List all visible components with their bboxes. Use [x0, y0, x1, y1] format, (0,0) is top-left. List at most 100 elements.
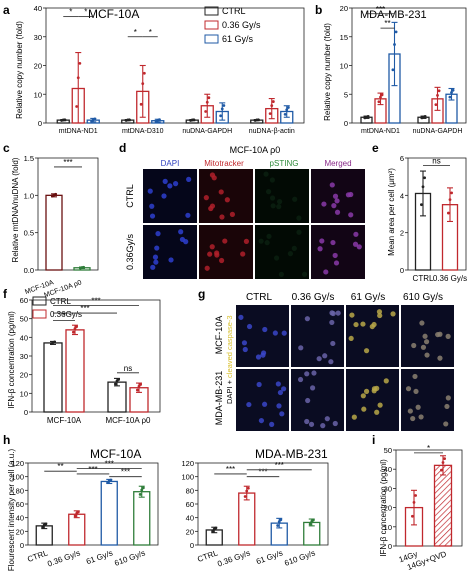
panel-d-image-cell	[330, 239, 336, 246]
panel-d-col-dapi: DAPI	[161, 159, 180, 168]
panel-a-bar-point	[78, 61, 82, 65]
legend-f-036: 0.36Gy/s	[50, 310, 82, 319]
panel-g-image-cell	[349, 312, 355, 318]
panel-h2-xtick-label: 0.36 Gy/s	[216, 548, 251, 568]
panel-h1-bar	[100, 480, 118, 546]
panel-h2-ytick-label: 60	[186, 500, 194, 509]
panel-d-image-cell	[323, 269, 329, 275]
panel-h2-ytick-label: 0	[190, 541, 194, 550]
panel-g-image-cell	[335, 310, 341, 316]
panel-h1-xtick-label: 61 Gy/s	[85, 548, 114, 566]
panel-a-bar-point	[270, 104, 274, 108]
panel-d-image-cell	[273, 255, 280, 261]
panel-a-ytick-label: 40	[34, 4, 42, 13]
panel-e-bar-point	[421, 185, 425, 189]
panel-e-bar-point	[448, 198, 452, 202]
panel-b-ylabel: Relative copy number (fold)	[323, 23, 332, 121]
panel-g-side-label-dapi: DAPI +	[225, 378, 234, 404]
panel-d-row-036: 0.36Gy/s	[125, 233, 135, 270]
panel-g-image-cell	[420, 344, 427, 350]
panel-g-image-cell	[424, 352, 430, 358]
panel-h2-bar-point	[277, 520, 281, 524]
panel-g-image-cell	[377, 402, 383, 408]
panel-c-ytick-label: 1.0	[24, 191, 34, 200]
panel-g-image-cell	[361, 406, 367, 412]
panel-a-bar-point	[256, 118, 260, 122]
panel-i-sig-label: *	[427, 444, 430, 453]
panel-a-bar-point	[219, 114, 223, 118]
panel-f-ytick-label: 60	[20, 296, 28, 305]
panel-letter-g: g	[198, 287, 205, 301]
panel-g-image-cell	[383, 378, 389, 384]
panel-c-ytick-label: 1.5	[24, 154, 34, 163]
panel-a-bar-point	[192, 118, 196, 122]
panel-g-image-cell	[444, 403, 450, 410]
panel-d-image-cell	[154, 245, 160, 251]
panel-g-image-cell	[297, 376, 304, 383]
panel-h1-bar-point	[41, 525, 45, 529]
panel-f-bar-point	[53, 340, 56, 344]
panel-letter-c: c	[3, 141, 10, 155]
panel-g-image-cell	[241, 340, 248, 346]
panel-d-image-cell	[287, 251, 294, 257]
panel-d-image-cell	[161, 193, 167, 199]
panel-d-image-cell	[292, 196, 298, 202]
panel-f-bar-point	[117, 378, 120, 381]
panel-h1-bar-point	[141, 486, 145, 490]
panel-g-image-cell	[322, 353, 328, 359]
panel-b-bar-point	[393, 43, 396, 46]
panel-a-bar-point	[283, 112, 287, 116]
panel-d-image-grid	[143, 169, 365, 279]
panel-d-image-cell	[186, 176, 192, 183]
panel-g-image-cell	[276, 403, 282, 409]
panel-a-xtick-label: nuDNA-β-actin	[249, 128, 295, 135]
panel-f-bar-point	[136, 388, 139, 392]
panel-e-bar-point	[450, 191, 453, 195]
panel-letter-e: e	[372, 141, 379, 155]
panel-g-image-cell	[272, 330, 278, 336]
panel-g-image-cell	[269, 421, 275, 427]
panel-h2-xtick-label: 610 Gy/s	[283, 548, 316, 567]
panel-g-image-cell	[275, 381, 281, 387]
panel-b-ytick-label: 10	[340, 62, 348, 71]
panel-g-image-cell	[363, 388, 370, 394]
panel-b-bar-point	[436, 94, 439, 97]
panel-b-ytick-label: 20	[340, 4, 348, 13]
panel-d-image-cell	[243, 238, 250, 244]
panel-d-image-cell	[321, 201, 327, 207]
panel-i-bar-point	[440, 468, 443, 472]
panel-f-bar	[107, 381, 127, 413]
panel-d-image-cell	[147, 188, 153, 194]
panel-h1-bar-point	[73, 514, 77, 518]
panel-i-ylabel: IFN-β concentration (pg/ml)	[379, 459, 388, 557]
panel-f-bar	[65, 329, 85, 413]
panel-g-row-mcf: MCF-10A	[214, 316, 224, 355]
panel-a-ytick-label: 20	[34, 62, 42, 71]
panel-a-xtick-label: mtDNA-D310	[122, 128, 164, 135]
panel-f-ylabel: IFN-β concentration (pg/ml)	[7, 311, 16, 409]
panel-h2-ytick-label: 40	[186, 514, 194, 523]
panel-a-bar-point	[220, 107, 224, 111]
panel-h-ylabel: Flourescent intensity per cell (a.u.)	[7, 449, 16, 572]
panel-g-image-cell	[311, 370, 317, 376]
panel-a-bar-point	[222, 104, 226, 107]
panel-f-ytick-label: 20	[20, 371, 28, 380]
panel-b-bar-point	[380, 93, 384, 97]
panel-h2-bar-point	[279, 518, 283, 522]
panel-d-image-cell	[353, 231, 359, 237]
panel-h2-ytick-label: 20	[186, 527, 194, 536]
panel-g-image-cell	[437, 331, 443, 337]
panel-g-image	[401, 369, 454, 431]
panel-h2-xtick-label: 61 Gy/s	[255, 548, 284, 566]
panel-d-image-cell	[278, 271, 284, 277]
panel-a-bar-point	[63, 118, 67, 122]
panel-g-image-cell	[412, 373, 418, 380]
panel-i-ytick-label: 50	[384, 446, 392, 455]
panel-g-image-cell	[360, 321, 366, 327]
panel-h1-sig-label: ***	[88, 465, 97, 474]
